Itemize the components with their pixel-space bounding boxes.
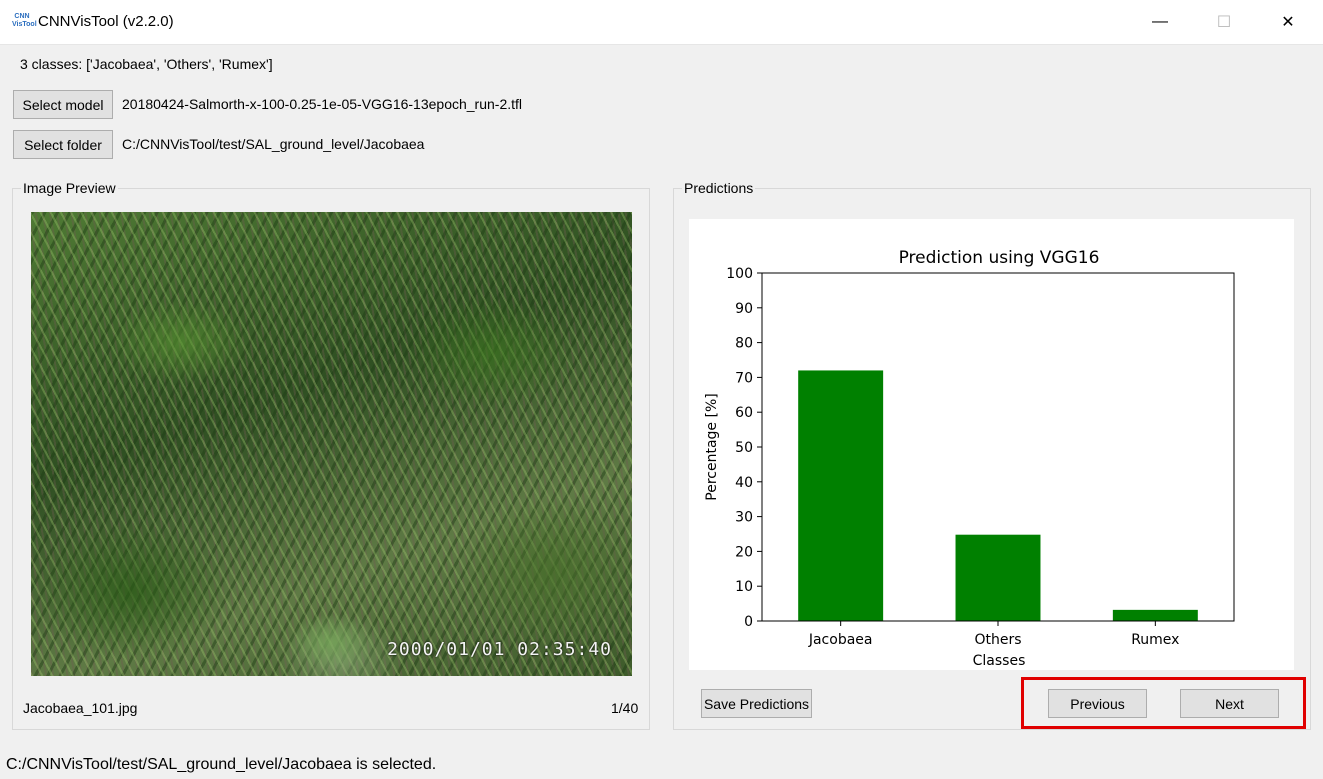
title-bar: CNN VisTool CNNVisTool (v2.2.0) — ☐ ✕ bbox=[0, 0, 1323, 45]
app-logo-icon: CNN VisTool bbox=[12, 13, 37, 28]
x-tick-label: Jacobaea bbox=[808, 632, 873, 648]
chart-svg: Prediction using VGG16 0 10 20 30 40 50 60 70 80… bbox=[704, 248, 1235, 669]
prediction-chart: Prediction using VGG16 0 10 20 30 40 50 60 70 80… bbox=[689, 219, 1294, 670]
y-axis-label: Percentage [%] bbox=[704, 393, 720, 500]
save-predictions-button[interactable]: Save Predictions bbox=[701, 689, 812, 718]
y-tick-label: 40 bbox=[735, 475, 753, 491]
y-tick-label: 70 bbox=[735, 370, 753, 386]
predictions-group bbox=[673, 188, 1311, 730]
maximize-button[interactable]: ☐ bbox=[1216, 14, 1232, 31]
y-tick-label: 100 bbox=[726, 266, 753, 282]
chart-title: Prediction using VGG16 bbox=[899, 248, 1100, 268]
preview-image: 2000/01/01 02:35:40 bbox=[31, 212, 632, 676]
image-timestamp: 2000/01/01 02:35:40 bbox=[387, 639, 612, 660]
close-button[interactable]: ✕ bbox=[1281, 14, 1295, 31]
y-tick-label: 10 bbox=[735, 579, 753, 595]
window-title: CNNVisTool (v2.2.0) bbox=[38, 13, 174, 30]
image-counter: 1/40 bbox=[611, 700, 639, 716]
select-folder-button[interactable]: Select folder bbox=[13, 130, 113, 159]
y-tick-label: 0 bbox=[744, 614, 753, 630]
image-preview-title: Image Preview bbox=[21, 180, 118, 196]
highlight-box bbox=[1021, 677, 1306, 729]
y-tick-label: 80 bbox=[735, 336, 753, 352]
select-model-button[interactable]: Select model bbox=[13, 90, 113, 119]
predictions-title: Predictions bbox=[682, 180, 756, 196]
y-tick-label: 60 bbox=[735, 405, 753, 421]
image-preview-group bbox=[12, 188, 650, 730]
y-tick-label: 20 bbox=[735, 544, 753, 560]
y-tick-label: 50 bbox=[735, 440, 753, 456]
minimize-button[interactable]: — bbox=[1152, 13, 1168, 30]
x-tick-label: Others bbox=[974, 632, 1021, 648]
y-tick-label: 90 bbox=[735, 301, 753, 317]
image-filename: Jacobaea_101.jpg bbox=[23, 700, 138, 716]
bar-jacobaea bbox=[798, 370, 884, 621]
bar-others bbox=[955, 534, 1041, 621]
x-tick-label: Rumex bbox=[1131, 632, 1179, 648]
model-path: 20180424-Salmorth-x-100-0.25-1e-05-VGG16… bbox=[122, 96, 523, 112]
bar-rumex bbox=[1112, 609, 1198, 621]
y-tick-label: 30 bbox=[735, 510, 753, 526]
classes-label: 3 classes: ['Jacobaea', 'Others', 'Rumex… bbox=[20, 56, 273, 72]
x-axis-label: Classes bbox=[973, 653, 1026, 669]
folder-path: C:/CNNVisTool/test/SAL_ground_level/Jaco… bbox=[122, 136, 425, 152]
status-bar: C:/CNNVisTool/test/SAL_ground_level/Jaco… bbox=[6, 756, 437, 773]
previous-button[interactable]: Previous bbox=[1048, 689, 1147, 718]
next-button[interactable]: Next bbox=[1180, 689, 1279, 718]
